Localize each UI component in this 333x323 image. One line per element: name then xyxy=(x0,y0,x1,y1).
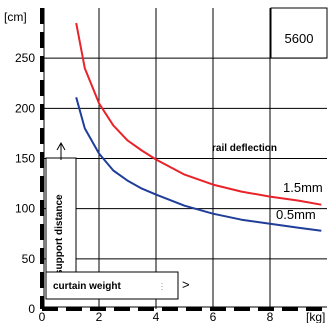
curtain-weight-label: curtain weight xyxy=(53,281,121,292)
x-tick-label-8: 8 xyxy=(267,310,274,323)
series-line-1-5mm xyxy=(75,22,322,206)
series-lines xyxy=(75,22,322,232)
x-tick-label-4: 4 xyxy=(153,310,160,323)
axes xyxy=(40,8,327,311)
tick-labels: 0 50 100 150 200 250 0 2 4 6 8 xyxy=(15,51,274,323)
series-line-0-5mm xyxy=(75,97,322,232)
x-tick-label-0: 0 xyxy=(39,310,46,323)
series-label-1-5mm: 1.5mm xyxy=(283,180,323,195)
x-tick-label-6: 6 xyxy=(210,310,217,323)
x-unit-label: [kg] xyxy=(306,310,325,323)
y-tick-label-0: 0 xyxy=(28,302,35,316)
series-label-0-5mm: 0.5mm xyxy=(276,207,316,222)
support-distance-label: support distance xyxy=(54,194,65,275)
model-box: 5600 xyxy=(270,7,328,59)
y-tick-label-200: 200 xyxy=(15,101,35,115)
rail-deflection-label: rail deflection xyxy=(212,143,277,154)
x-tick-label-2: 2 xyxy=(96,310,103,323)
model-label: 5600 xyxy=(285,31,314,46)
support-distance-annotation: support distance xyxy=(45,141,77,279)
y-tick-label-100: 100 xyxy=(15,202,35,216)
curtain-weight-arrow: > xyxy=(182,277,190,292)
y-unit-label: [cm] xyxy=(4,10,27,24)
curtain-weight-box xyxy=(45,271,179,300)
curtain-weight-annotation: curtain weight > xyxy=(45,271,190,300)
y-tick-label-250: 250 xyxy=(15,51,35,65)
support-distance-arrow-head xyxy=(56,141,66,151)
model-box-frame xyxy=(270,7,328,59)
y-tick-label-50: 50 xyxy=(22,252,36,266)
y-tick-label-150: 150 xyxy=(15,152,35,166)
